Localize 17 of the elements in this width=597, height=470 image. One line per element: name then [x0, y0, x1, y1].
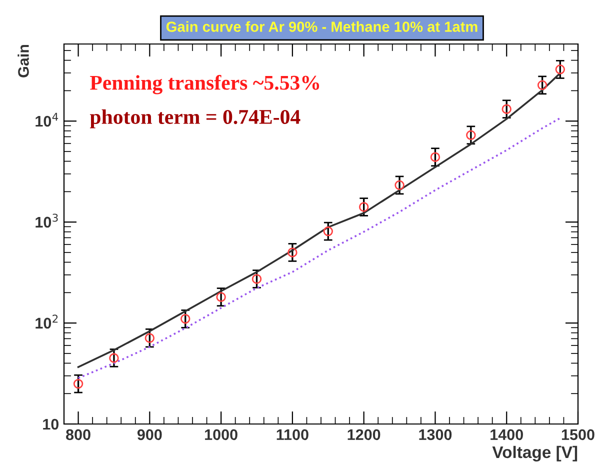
annotation: photon term = 0.74E-04	[90, 109, 300, 128]
x-tick-label: 1300	[419, 429, 452, 440]
y-axis-title: Gain	[18, 44, 29, 78]
y-tick-label: 10$^{3}$	[36, 214, 58, 228]
x-tick-label: 1200	[348, 429, 380, 440]
x-tick-label: 1100	[276, 429, 308, 440]
x-tick-label: 900	[137, 429, 162, 440]
chart-title: Gain curve for Ar 90% - Methane 10% at 1atm	[166, 21, 478, 32]
x-tick-label: 800	[66, 429, 90, 440]
y-tick-label: 10$^{2}$	[36, 314, 58, 329]
x-tick-label: 1000	[205, 429, 238, 440]
y-tick-label: 10$^{4}$	[36, 112, 58, 127]
annotation: Penning transfers ~5.53%	[90, 74, 320, 94]
x-tick-label: 1400	[490, 429, 523, 440]
y-tick-label: 10	[43, 418, 59, 430]
x-axis-title: Voltage [V]	[492, 446, 578, 462]
x-tick-label: 1500	[562, 429, 594, 440]
